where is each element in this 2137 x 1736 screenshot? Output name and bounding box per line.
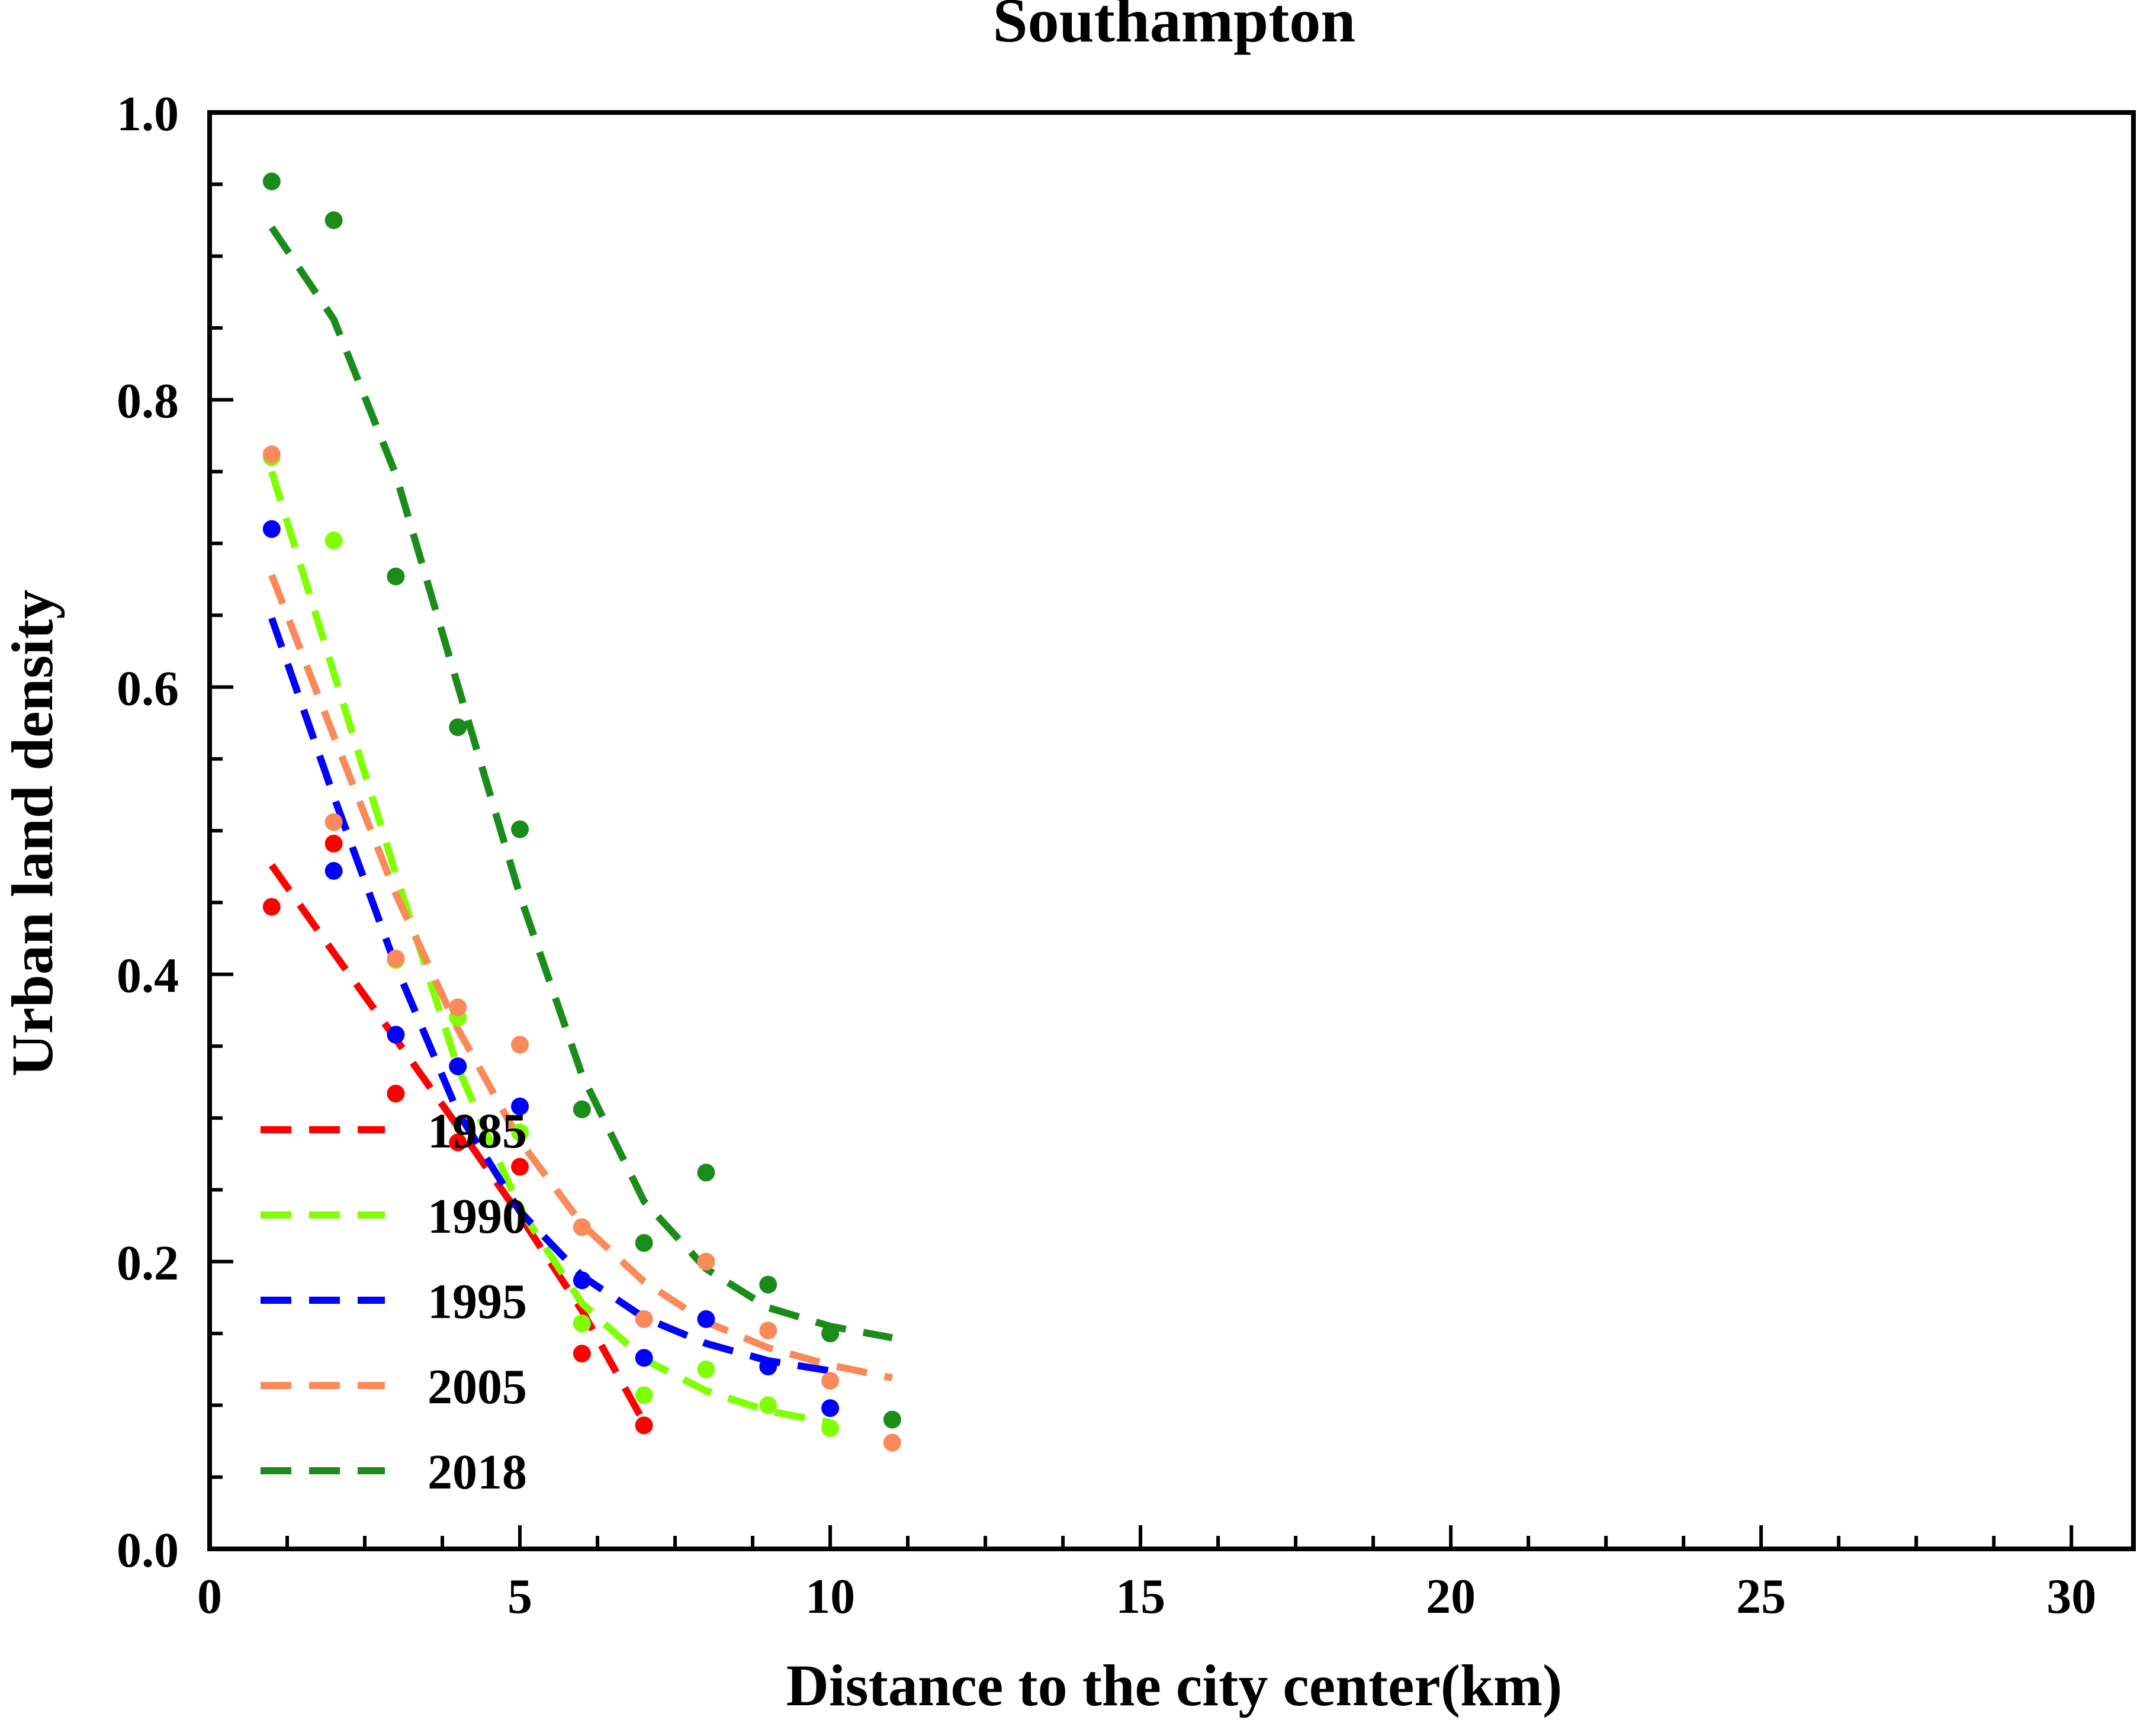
point-1990 xyxy=(821,1419,840,1438)
legend-label-1990: 1990 xyxy=(428,1189,527,1244)
point-1995 xyxy=(262,520,281,538)
point-1985 xyxy=(262,898,281,916)
point-2018 xyxy=(821,1324,840,1343)
point-2005 xyxy=(511,1036,529,1054)
x-tick-label: 25 xyxy=(1736,1569,1786,1624)
y-tick-label: 0.0 xyxy=(117,1523,179,1578)
fit-line-2005 xyxy=(268,574,894,1382)
point-1990 xyxy=(511,1123,529,1142)
point-1995 xyxy=(759,1357,777,1375)
point-2018 xyxy=(883,1410,901,1429)
point-1995 xyxy=(511,1097,529,1115)
point-1990 xyxy=(635,1386,653,1404)
point-2018 xyxy=(697,1163,715,1182)
point-2005 xyxy=(573,1218,591,1236)
point-1990 xyxy=(573,1314,591,1333)
axes: 0 5 10 15 20 25 30 0.0 0.2 0.4 0.6 0.8 1.0 xyxy=(117,86,2136,1624)
point-1990 xyxy=(697,1360,715,1378)
point-1985 xyxy=(511,1158,529,1176)
point-1995 xyxy=(821,1399,840,1417)
point-1985 xyxy=(449,1133,467,1152)
point-2018 xyxy=(262,172,281,191)
legend-label-1995: 1995 xyxy=(428,1274,527,1329)
point-1985 xyxy=(635,1416,653,1435)
point-1995 xyxy=(635,1349,653,1367)
point-2018 xyxy=(324,211,343,229)
y-tick-label: 0.2 xyxy=(117,1236,179,1291)
point-1995 xyxy=(573,1271,591,1290)
x-tick-label: 30 xyxy=(2046,1569,2096,1624)
legend-label-2005: 2005 xyxy=(428,1359,527,1414)
x-tick-label: 20 xyxy=(1426,1569,1476,1624)
fit-line-1990 xyxy=(268,470,831,1426)
y-tick-label: 0.4 xyxy=(117,949,179,1004)
point-1985 xyxy=(573,1345,591,1363)
point-2018 xyxy=(511,820,529,838)
fit-line-2018 xyxy=(268,225,893,1342)
point-2005 xyxy=(387,949,405,967)
point-1995 xyxy=(324,861,343,880)
fit-line-1985 xyxy=(268,863,647,1425)
point-2018 xyxy=(449,718,467,737)
point-2005 xyxy=(635,1310,653,1328)
y-tick-label: 1.0 xyxy=(117,86,179,142)
y-tick-label: 0.8 xyxy=(117,374,179,429)
legend: 1985 1990 1995 2005 2018 xyxy=(261,1104,527,1500)
data-points xyxy=(262,172,901,1452)
point-1995 xyxy=(449,1057,467,1075)
legend-label-1985: 1985 xyxy=(428,1104,527,1159)
y-tick-label: 0.6 xyxy=(117,661,179,716)
x-tick-label: 15 xyxy=(1116,1569,1165,1624)
point-2005 xyxy=(697,1252,715,1271)
point-1985 xyxy=(324,834,343,853)
point-2018 xyxy=(573,1100,591,1118)
point-1990 xyxy=(759,1396,777,1414)
x-tick-label: 0 xyxy=(197,1569,222,1624)
y-axis-label: Urban land density xyxy=(0,590,65,1076)
x-tick-label: 5 xyxy=(507,1569,532,1624)
fit-line-1995 xyxy=(268,616,831,1375)
point-2005 xyxy=(759,1322,777,1340)
point-2018 xyxy=(387,567,405,586)
point-2005 xyxy=(449,998,467,1017)
point-1995 xyxy=(697,1310,715,1328)
fit-lines xyxy=(268,225,894,1426)
point-1995 xyxy=(387,1025,405,1044)
point-1985 xyxy=(387,1084,405,1102)
x-tick-label: 10 xyxy=(805,1569,855,1624)
point-2005 xyxy=(883,1433,901,1452)
point-2005 xyxy=(324,813,343,831)
legend-label-2018: 2018 xyxy=(428,1445,527,1500)
point-2005 xyxy=(821,1372,840,1390)
x-axis-label: Distance to the city center(km) xyxy=(786,1653,1563,1718)
point-2005 xyxy=(262,445,281,464)
chart-title: Southampton xyxy=(993,0,1356,55)
point-1990 xyxy=(324,531,343,549)
point-2018 xyxy=(759,1275,777,1294)
point-2018 xyxy=(635,1234,653,1252)
